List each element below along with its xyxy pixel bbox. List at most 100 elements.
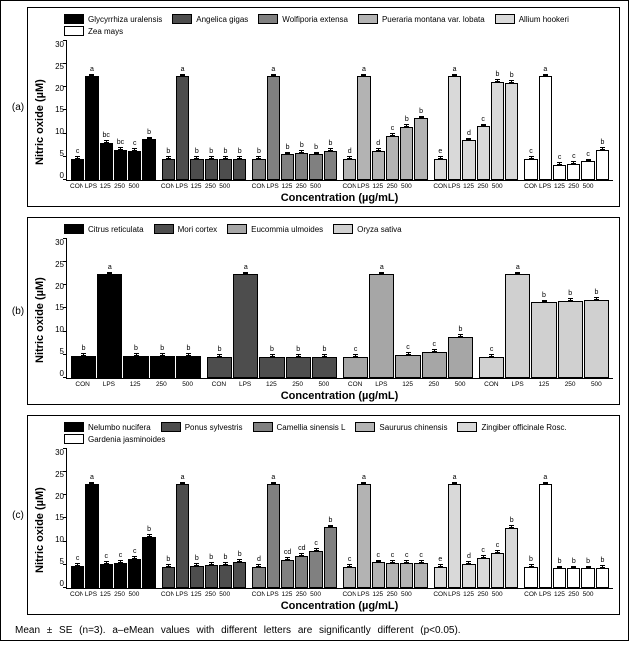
bar: b: [553, 558, 566, 588]
x-tick-label: LPS: [175, 183, 188, 190]
legend-item: Angelica gigas: [172, 14, 248, 24]
error-bar: [497, 550, 498, 553]
series-group: dadcbb: [343, 66, 428, 180]
legend-text: Angelica gigas: [196, 15, 248, 24]
bar-rect: [477, 558, 490, 588]
bar-letter: a: [362, 66, 366, 74]
x-tick-label: [142, 591, 155, 598]
error-bar: [182, 74, 183, 77]
bar-groups: babbbbabbbcaccbcabbb: [67, 238, 613, 378]
legend-item: Allium hookeri: [495, 14, 569, 24]
panel-label: (c): [9, 510, 27, 521]
x-tick-label: 500: [309, 183, 322, 190]
error-bar: [454, 482, 455, 485]
bar: a: [176, 474, 189, 588]
error-bar: [544, 300, 545, 303]
error-bar: [225, 156, 226, 159]
error-bar: [468, 561, 469, 564]
bar-letter: a: [362, 474, 366, 482]
x-tick-label: [232, 183, 245, 190]
legend-swatch: [64, 224, 84, 234]
bar: b: [150, 345, 175, 378]
bar-rect: [281, 154, 294, 180]
x-tick-label: CON: [524, 591, 537, 598]
figure: Nitric oxide (µM)302520151050cabcbccbbab…: [34, 40, 613, 204]
bar-rect: [479, 357, 504, 378]
bar-rect: [414, 118, 427, 180]
bar: c: [114, 552, 127, 588]
bar-rect: [176, 356, 201, 378]
x-axis-label: Concentration (µg/mL): [66, 600, 613, 612]
bar-letter: c: [405, 552, 409, 560]
bar-letter: d: [348, 148, 352, 156]
bar: b: [162, 556, 175, 588]
legend-text: Glycyrrhiza uralensis: [88, 15, 162, 24]
bar-rect: [123, 356, 148, 378]
legend-item: Zea mays: [64, 26, 123, 36]
error-bar: [545, 482, 546, 485]
bar: c: [422, 341, 447, 378]
bar-rect: [128, 151, 141, 180]
bar-rect: [505, 528, 518, 588]
bar-rect: [357, 484, 370, 588]
bar: d: [462, 130, 475, 180]
bar-letter: c: [314, 540, 318, 548]
bar: c: [128, 140, 141, 180]
x-tick-label: 500: [400, 183, 413, 190]
bar-letter: b: [458, 326, 462, 334]
series-group: babbbb: [252, 66, 337, 180]
series-group: cacccc: [343, 474, 428, 588]
bar-rect: [462, 564, 475, 588]
bar-letter: b: [166, 148, 170, 156]
bar-rect: [97, 274, 122, 378]
bar-rect: [150, 356, 175, 378]
x-group: CONLPS125250500: [252, 183, 337, 190]
panels-container: (a)Glycyrrhiza uralensisAngelica gigasWo…: [9, 7, 620, 615]
bar: b: [309, 144, 322, 180]
error-bar: [602, 147, 603, 150]
bar-letter: c: [490, 346, 494, 354]
bar: a: [448, 66, 461, 180]
bar: c: [128, 548, 141, 588]
x-tick-label: LPS: [233, 381, 258, 388]
x-group: CONLPS125250500: [433, 591, 518, 598]
bar-rect: [267, 76, 280, 180]
figure: Nitric oxide (µM)302520151050babbbbabbbc…: [34, 238, 613, 402]
bar-letter: a: [90, 474, 94, 482]
error-bar: [421, 116, 422, 119]
panel: (b)Citrus reticulataMori cortexEucommia …: [9, 217, 620, 405]
x-tick-label: CON: [433, 183, 446, 190]
legend-swatch: [358, 14, 378, 24]
error-bar: [106, 140, 107, 143]
bar-letter: b: [568, 290, 572, 298]
bar: b: [190, 148, 203, 180]
bar-rect: [553, 568, 566, 588]
bar-letter: d: [467, 553, 471, 561]
figure: Nitric oxide (µM)302520151050cacccbbabbb…: [34, 448, 613, 612]
bar-rect: [581, 161, 594, 180]
bar: a: [233, 264, 258, 378]
error-bar: [316, 152, 317, 155]
x-tick-label: [505, 183, 518, 190]
x-tick-label: CON: [161, 183, 174, 190]
bar: c: [524, 148, 537, 180]
x-tick-label: LPS: [357, 183, 370, 190]
bar-rect: [584, 300, 609, 378]
bar-rect: [324, 527, 337, 588]
x-tick-label: [505, 591, 518, 598]
legend: Glycyrrhiza uralensisAngelica gigasWolfi…: [64, 14, 613, 36]
legend-swatch: [154, 224, 174, 234]
bar-letter: c: [376, 552, 380, 560]
bar-letter: c: [572, 153, 576, 161]
bar: a: [539, 66, 552, 180]
bar: b: [252, 148, 265, 180]
error-bar: [225, 562, 226, 565]
bar: c: [400, 552, 413, 588]
bar-letter: b: [542, 292, 546, 300]
bar-letter: b: [166, 556, 170, 564]
x-tick-label: CON: [70, 381, 95, 388]
x-tick-label: CON: [479, 381, 504, 388]
bar: a: [85, 66, 98, 180]
bar: a: [176, 66, 189, 180]
bar-rect: [395, 355, 420, 378]
